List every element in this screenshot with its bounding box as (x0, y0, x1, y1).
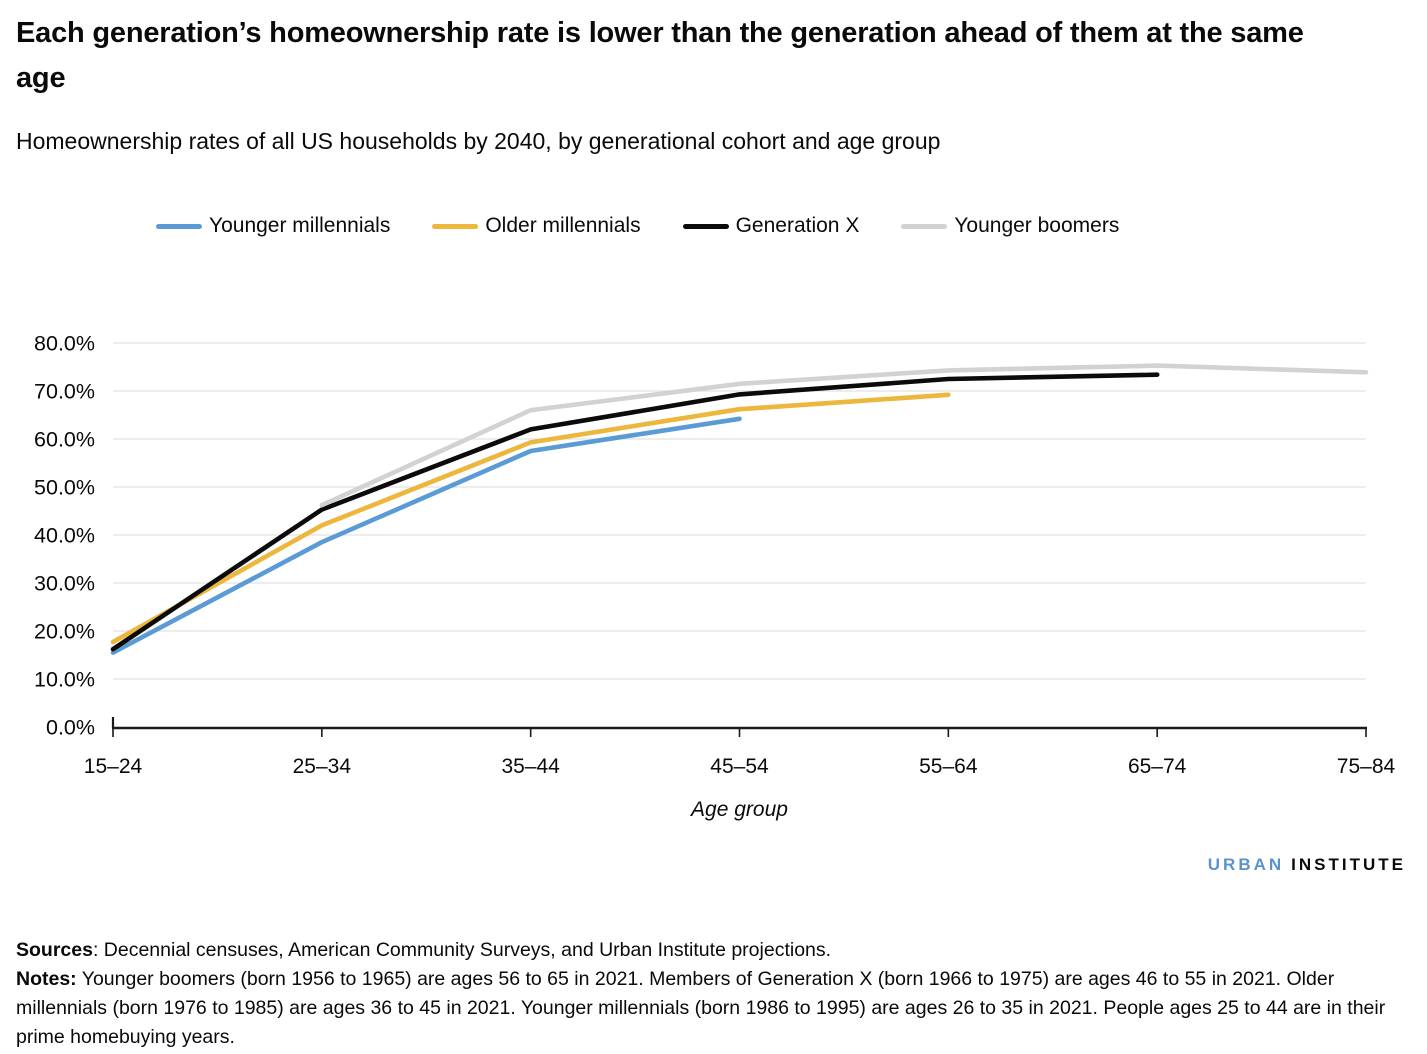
legend-swatch-older-millennials (432, 223, 479, 229)
notes-line: Notes: Younger boomers (born 1956 to 196… (16, 965, 1416, 1052)
x-tick-label: 65–74 (1128, 755, 1187, 778)
x-tick-label: 55–64 (919, 755, 978, 778)
y-tick-label: 10.0% (34, 668, 95, 692)
y-tick-label: 20.0% (34, 620, 95, 644)
x-tick-label: 25–34 (293, 755, 352, 778)
x-tick-label: 15–24 (84, 755, 143, 778)
legend-swatch-younger-millennials (156, 223, 202, 229)
y-tick-label: 70.0% (34, 380, 95, 404)
sources-label: Sources (16, 939, 93, 961)
x-tick-label: 75–84 (1337, 755, 1396, 778)
legend-item-generation-x: Generation X (682, 214, 860, 238)
chart-svg: 0.0% 10.0% 20.0% 30.0% 40.0% 50.0% 60.0% 70.0% 8… (34, 332, 1396, 822)
y-tick-label: 50.0% (34, 476, 95, 500)
series-line-younger-boomers (319, 363, 1369, 508)
x-tick-label: 35–44 (501, 755, 560, 778)
legend-label: Older millennials (485, 214, 641, 237)
notes-label: Notes: (16, 968, 77, 990)
series-line-generation-x (110, 372, 1160, 652)
legend-label: Younger boomers (954, 214, 1120, 237)
legend-label: Generation X (735, 214, 860, 237)
legend-swatch-generation-x (682, 223, 729, 229)
legend-item-younger-boomers: Younger boomers (901, 214, 1119, 238)
legend-swatch-younger-boomers (901, 223, 948, 229)
notes-text: Younger boomers (born 1956 to 1965) are … (16, 968, 1386, 1048)
logo-urban-text: URBAN (1207, 855, 1285, 874)
series-line-younger-millennials (110, 416, 742, 655)
footnotes: Sources: Decennial censuses, American Co… (16, 936, 1416, 1052)
chart-subtitle: Homeownership rates of all US households… (16, 128, 941, 154)
x-axis-title: Age group (689, 798, 788, 821)
legend: Younger millennials Older millennials Gene… (156, 212, 1119, 240)
legend-item-younger-millennials: Younger millennials (156, 214, 390, 238)
chart-title: Each generation’s homeownership rate is … (16, 17, 1304, 94)
y-tick-label: 40.0% (34, 524, 95, 548)
y-tick-label: 60.0% (34, 428, 95, 452)
logo-institute-text: INSTITUTE (1291, 855, 1406, 874)
series-line-older-millennials (110, 392, 951, 645)
y-tick-label: 0.0% (46, 716, 95, 740)
x-tick-label: 45–54 (710, 755, 769, 778)
legend-label: Younger millennials (209, 214, 391, 237)
sources-text: : Decennial censuses, American Community… (92, 939, 832, 961)
y-tick-label: 30.0% (34, 572, 95, 596)
sources-line: Sources: Decennial censuses, American Co… (16, 936, 1416, 965)
y-tick-label: 80.0% (34, 332, 95, 356)
urban-institute-logo: URBAN INSTITUTE (1208, 855, 1406, 875)
legend-item-older-millennials: Older millennials (432, 214, 641, 238)
